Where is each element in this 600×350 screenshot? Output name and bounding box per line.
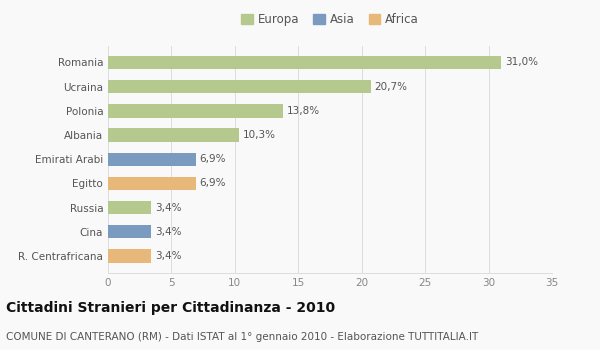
Text: 13,8%: 13,8%	[287, 106, 320, 116]
Text: 6,9%: 6,9%	[199, 154, 226, 164]
Bar	[108, 56, 501, 69]
Bar	[108, 249, 151, 262]
Text: 3,4%: 3,4%	[155, 203, 181, 213]
Text: 3,4%: 3,4%	[155, 251, 181, 261]
Text: 10,3%: 10,3%	[242, 130, 275, 140]
Bar	[108, 153, 196, 166]
Text: 31,0%: 31,0%	[505, 57, 538, 68]
Text: 3,4%: 3,4%	[155, 227, 181, 237]
Bar	[108, 201, 151, 214]
Bar	[108, 225, 151, 238]
Text: COMUNE DI CANTERANO (RM) - Dati ISTAT al 1° gennaio 2010 - Elaborazione TUTTITAL: COMUNE DI CANTERANO (RM) - Dati ISTAT al…	[6, 332, 478, 343]
Text: 6,9%: 6,9%	[199, 178, 226, 188]
Bar	[108, 128, 239, 142]
Text: Cittadini Stranieri per Cittadinanza - 2010: Cittadini Stranieri per Cittadinanza - 2…	[6, 301, 335, 315]
Bar	[108, 80, 371, 93]
Bar	[108, 177, 196, 190]
Text: 20,7%: 20,7%	[374, 82, 407, 92]
Bar	[108, 104, 283, 118]
Legend: Europa, Asia, Africa: Europa, Asia, Africa	[236, 8, 424, 30]
